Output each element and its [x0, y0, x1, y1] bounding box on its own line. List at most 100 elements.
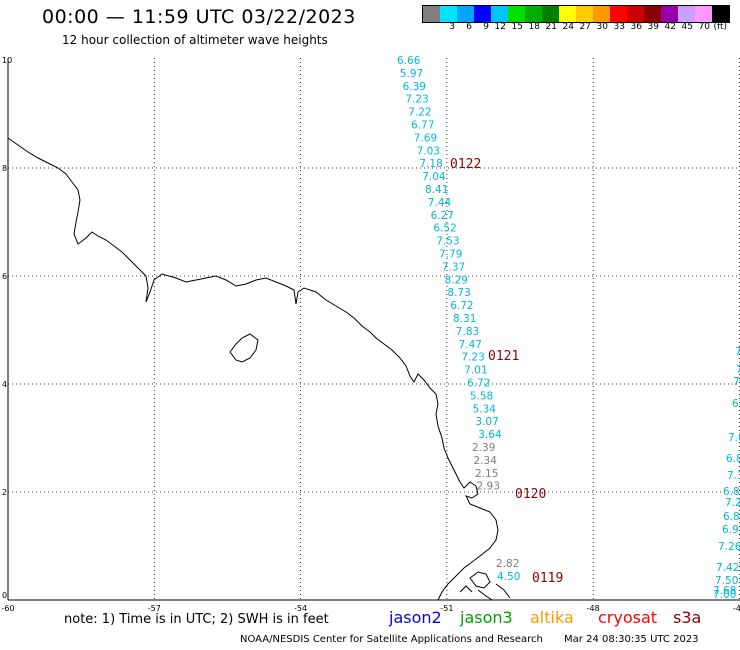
wave-height-value: 6.72: [450, 300, 473, 312]
color-swatch: [474, 6, 491, 22]
y-tick-label: 6: [2, 272, 7, 281]
wave-height-value: 2.15: [475, 468, 498, 480]
wave-height-value: 7.68: [713, 585, 736, 597]
coastline: [7, 137, 499, 601]
wave-height-map: -60-57-54-51-48-450246810 6.665.976.397.…: [1, 55, 740, 612]
x-tick-label: -60: [1, 604, 14, 612]
wave-height-value: 2.82: [496, 558, 519, 570]
wave-height-value: 6.39: [403, 81, 426, 93]
color-swatch: [712, 6, 729, 22]
y-tick-label: 0: [2, 591, 7, 600]
y-tick-label: 10: [2, 56, 12, 65]
color-scale-label: 36: [630, 22, 642, 32]
wave-height-value: 2.93: [477, 481, 500, 493]
altimeter-track-main: 6.665.976.397.237.226.777.697.037.187.04…: [397, 55, 502, 493]
color-swatch: [593, 6, 610, 22]
color-swatch: [610, 6, 627, 22]
footer-timestamp: Mar 24 08:30:35 UTC 2023: [564, 634, 699, 645]
wave-height-value: 7.04: [422, 171, 446, 183]
color-swatch: [457, 6, 474, 22]
pass-time-label: 0121: [488, 349, 519, 364]
color-swatch: [559, 6, 576, 22]
color-scale-label: 42: [664, 22, 676, 32]
wave-height-value: 7: [733, 376, 740, 388]
footer: NOAA/NESDIS Center for Satellite Applica…: [240, 634, 699, 645]
wave-height-value: 7.23: [405, 94, 428, 106]
wave-height-value: 7.0: [728, 432, 740, 444]
wave-height-value: 6.72: [467, 378, 490, 390]
color-scale-label: 70: [698, 22, 710, 32]
color-scale-label: (ft): [713, 22, 727, 32]
y-tick-label: 4: [2, 380, 7, 389]
wave-height-value: 5.34: [473, 403, 497, 415]
altimeter-track-right: 77767.06.87.16.87.26.86.97.267.427.507.6…: [713, 346, 740, 601]
wave-height-value: 7.18: [419, 158, 442, 170]
color-scale-label: 21: [545, 22, 557, 32]
color-scale-labels: 3 6 9 12 15 18 21 24 27 30 33 36 39 42 45 70 (ft): [422, 22, 728, 32]
color-swatch: [661, 6, 678, 22]
color-scale-bar: [422, 5, 730, 23]
y-tick-label: 8: [2, 164, 7, 173]
color-swatch: [695, 6, 712, 22]
color-scale-label: 24: [562, 22, 574, 32]
color-scale-label: 18: [528, 22, 540, 32]
color-scale-label: 12: [494, 22, 506, 32]
wave-height-value: 6.8: [723, 486, 740, 498]
x-tick-label: -51: [440, 604, 453, 612]
color-scale-label: 6: [466, 22, 472, 32]
color-swatch: [678, 6, 695, 22]
wave-height-value: 8.29: [445, 274, 468, 286]
wave-height-value: 6.8: [726, 453, 740, 465]
wave-height-value: 6.8: [723, 511, 740, 523]
footer-credit: NOAA/NESDIS Center for Satellite Applica…: [240, 634, 543, 645]
note-text: note: 1) Time is in UTC; 2) SWH is in fe…: [64, 612, 329, 627]
wave-height-value: 6.66: [397, 55, 421, 67]
satellite-legend-altika: altika: [530, 608, 574, 627]
wave-height-value: 7.37: [442, 261, 465, 273]
wave-height-value: 7.83: [456, 326, 479, 338]
color-scale-label: 9: [483, 22, 489, 32]
wave-height-value: 3.07: [475, 416, 498, 428]
wave-height-value: 7.01: [464, 365, 487, 377]
color-swatch: [627, 6, 644, 22]
color-scale-label: 45: [681, 22, 693, 32]
wave-height-value: 7: [736, 364, 740, 376]
wave-height-value: 6: [732, 398, 739, 410]
wave-height-value: 4.50: [497, 571, 520, 583]
pass-time-label: 0119: [532, 571, 563, 586]
wave-height-value: 7: [735, 346, 740, 358]
altimeter-track-bottom: 2.824.50: [496, 558, 520, 583]
wave-height-value: 7.00: [713, 589, 736, 601]
chart-subtitle: 12 hour collection of altimeter wave hei…: [62, 33, 328, 47]
pass-time-label: 0120: [515, 487, 546, 502]
wave-height-value: 7.22: [408, 107, 431, 119]
axis-ticks: -60 -57 -54 -51 -48 -45 0 2 4 6 8 10: [1, 56, 740, 612]
wave-height-value: 7.03: [417, 145, 440, 157]
wave-height-value: 7.50: [715, 575, 738, 587]
wave-height-value: 5.97: [400, 68, 423, 80]
x-tick-label: -48: [587, 604, 600, 612]
wave-height-value: 3.64: [478, 429, 502, 441]
satellite-legend-jason3: jason3: [460, 608, 513, 627]
color-scale-label: 33: [613, 22, 625, 32]
wave-height-value: 8.41: [425, 184, 448, 196]
wave-height-value: 6.77: [411, 120, 434, 132]
color-swatch: [542, 6, 559, 22]
color-swatch: [508, 6, 525, 22]
wave-height-value: 7.1: [727, 470, 740, 482]
x-tick-label: -45: [733, 604, 740, 612]
wave-height-value: 2.39: [472, 442, 495, 454]
pass-time-labels: 0122 0121 0120 0119: [450, 157, 563, 586]
satellite-legend-jason2: jason2: [389, 608, 442, 627]
wave-height-value: 8.73: [447, 287, 470, 299]
color-swatch: [525, 6, 542, 22]
wave-height-value: 7.44: [428, 197, 452, 209]
color-swatch: [491, 6, 508, 22]
wave-height-value: 7.23: [461, 352, 484, 364]
satellite-legend-cryosat: cryosat: [598, 608, 658, 627]
wave-height-value: 6.9: [722, 524, 739, 536]
color-scale-label: 3: [449, 22, 455, 32]
wave-height-value: 7.69: [414, 132, 437, 144]
grid-lines: [8, 58, 740, 600]
wave-height-value: 5.58: [470, 390, 493, 402]
